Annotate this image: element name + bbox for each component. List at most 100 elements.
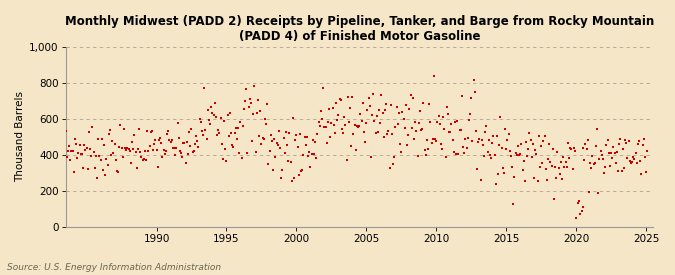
Point <box>446 121 457 126</box>
Point <box>539 134 550 139</box>
Point <box>315 124 325 128</box>
Point <box>485 153 495 157</box>
Point <box>339 115 350 119</box>
Point <box>254 134 265 138</box>
Point <box>603 151 614 156</box>
Point <box>421 152 431 157</box>
Point <box>495 115 506 119</box>
Point <box>156 141 167 145</box>
Point <box>313 119 324 124</box>
Point <box>259 116 270 121</box>
Point <box>321 141 332 145</box>
Point <box>288 116 298 120</box>
Point <box>220 147 231 151</box>
Point <box>368 91 379 96</box>
Point <box>438 115 449 119</box>
Point <box>375 120 385 125</box>
Point <box>284 131 295 135</box>
Point <box>95 158 106 162</box>
Point <box>456 128 466 132</box>
Point <box>570 149 580 153</box>
Point <box>90 154 101 158</box>
Point <box>244 96 255 101</box>
Point <box>140 158 151 163</box>
Point <box>634 139 645 143</box>
Point <box>126 161 136 165</box>
Point <box>263 161 274 166</box>
Point <box>516 142 526 147</box>
Point <box>127 140 138 144</box>
Point <box>261 122 271 127</box>
Point <box>255 109 266 113</box>
Point <box>103 132 114 136</box>
Point <box>349 122 360 127</box>
Point <box>353 125 364 129</box>
Point <box>335 98 346 102</box>
Point <box>435 142 446 146</box>
Point <box>543 156 554 161</box>
Point <box>292 145 303 149</box>
Point <box>336 127 347 131</box>
Point <box>608 145 619 150</box>
Point <box>76 152 87 156</box>
Point <box>528 142 539 147</box>
Point <box>217 156 228 161</box>
Point <box>97 136 107 141</box>
Point <box>333 112 344 117</box>
Point <box>417 127 428 131</box>
Point <box>60 129 71 134</box>
Point <box>475 178 486 183</box>
Point <box>610 161 621 165</box>
Point <box>459 151 470 155</box>
Point <box>452 119 462 123</box>
Point <box>491 134 502 138</box>
Point <box>221 159 232 163</box>
Point <box>140 148 151 153</box>
Point <box>89 166 100 170</box>
Point <box>530 148 541 152</box>
Point <box>350 148 361 152</box>
Point <box>248 112 259 116</box>
Point <box>134 127 144 131</box>
Point <box>70 137 80 141</box>
Point <box>209 101 220 106</box>
Point <box>285 160 296 164</box>
Point <box>567 167 578 171</box>
Point <box>431 139 441 144</box>
Point <box>468 78 479 82</box>
Point <box>94 154 105 158</box>
Point <box>466 96 477 100</box>
Point <box>63 144 74 148</box>
Point <box>366 155 377 160</box>
Point <box>329 130 340 135</box>
Point <box>613 168 624 173</box>
Point <box>487 141 497 145</box>
Point <box>264 149 275 153</box>
Point <box>515 152 526 156</box>
Point <box>326 121 337 126</box>
Point <box>332 118 343 123</box>
Point <box>481 123 492 128</box>
Point <box>121 148 132 152</box>
Point <box>382 131 393 136</box>
Point <box>430 136 441 141</box>
Point <box>170 153 181 157</box>
Point <box>318 86 329 90</box>
Point <box>400 103 411 107</box>
Point <box>361 120 372 125</box>
Point <box>308 152 319 156</box>
Point <box>434 122 445 126</box>
Point <box>448 150 459 154</box>
Point <box>596 152 607 157</box>
Point <box>367 113 377 117</box>
Point <box>531 152 542 156</box>
Point <box>80 147 91 152</box>
Point <box>306 152 317 156</box>
Point <box>271 141 282 146</box>
Point <box>355 112 366 116</box>
Point <box>122 146 133 150</box>
Point <box>389 155 400 160</box>
Point <box>620 138 630 142</box>
Point <box>522 154 533 158</box>
Point <box>538 139 549 144</box>
